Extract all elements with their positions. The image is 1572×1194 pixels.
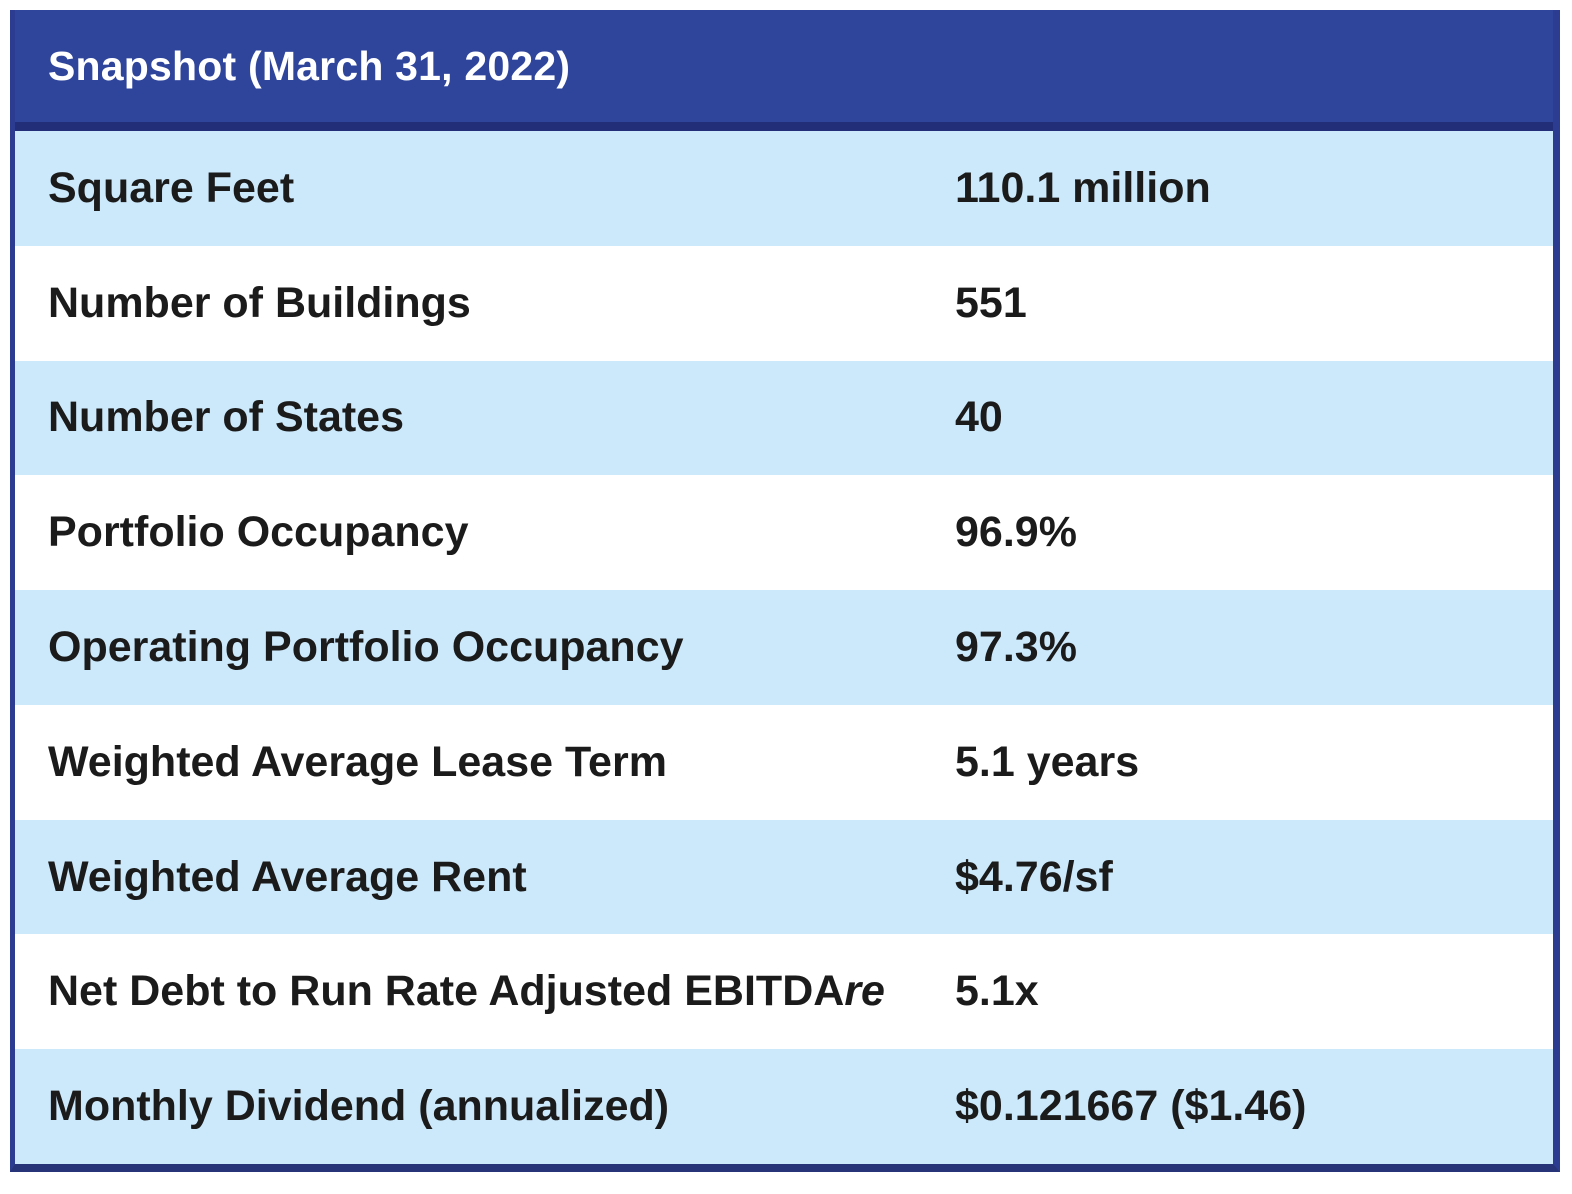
row-value: 5.1 years [955, 737, 1140, 786]
snapshot-table: Snapshot (March 31, 2022) Square Feet 11… [10, 10, 1560, 1172]
row-label: Weighted Average Rent [15, 853, 527, 902]
row-value: $4.76/sf [955, 852, 1113, 901]
row-label: Net Debt to Run Rate Adjusted EBITDAre [15, 967, 885, 1016]
row-label-italic: re [844, 967, 885, 1016]
table-row-monthly-dividend: Monthly Dividend (annualized) $0.121667 … [15, 1049, 1553, 1165]
row-value: 110.1 million [955, 163, 1211, 212]
row-label-text: Weighted Average Lease Term [48, 737, 667, 786]
row-label-text: Number of States [48, 393, 405, 442]
row-value: $0.121667 ($1.46) [955, 1082, 1307, 1131]
table-row-square-feet: Square Feet 110.1 million [15, 131, 1553, 246]
row-label-text: Number of Buildings [48, 278, 471, 327]
table-row-number-of-buildings: Number of Buildings 551 [15, 245, 1553, 361]
row-label-text: Net Debt to Run Rate Adjusted EBITDA [48, 967, 845, 1016]
table-row-weighted-average-rent: Weighted Average Rent $4.76/sf [15, 819, 1553, 935]
row-label: Number of States [15, 393, 404, 442]
row-label: Square Feet [15, 164, 294, 213]
table-row-number-of-states: Number of States 40 [15, 360, 1553, 476]
row-label-text: Operating Portfolio Occupancy [48, 623, 684, 672]
row-label: Weighted Average Lease Term [15, 738, 667, 787]
table-header: Snapshot (March 31, 2022) [15, 10, 1553, 131]
table-body: Square Feet 110.1 million Number of Buil… [15, 131, 1553, 1165]
table-title: Snapshot (March 31, 2022) [48, 42, 571, 89]
row-label-text: Portfolio Occupancy [48, 508, 469, 557]
row-value: 96.9% [955, 508, 1077, 557]
table-row-operating-portfolio-occupancy: Operating Portfolio Occupancy 97.3% [15, 590, 1553, 705]
row-label: Portfolio Occupancy [15, 508, 469, 557]
row-value: 40 [955, 393, 1003, 442]
row-label: Number of Buildings [15, 279, 471, 328]
table-row-portfolio-occupancy: Portfolio Occupancy 96.9% [15, 475, 1553, 591]
row-label-text: Square Feet [48, 163, 295, 212]
row-value: 551 [955, 278, 1027, 327]
row-value: 5.1x [955, 967, 1039, 1016]
row-label: Operating Portfolio Occupancy [15, 623, 684, 672]
row-label-text: Monthly Dividend (annualized) [48, 1082, 670, 1131]
row-label-text: Weighted Average Rent [48, 852, 527, 901]
row-value: 97.3% [955, 623, 1077, 672]
table-row-weighted-average-lease-term: Weighted Average Lease Term 5.1 years [15, 704, 1553, 820]
row-label: Monthly Dividend (annualized) [15, 1082, 669, 1131]
table-row-net-debt-to-ebitdare: Net Debt to Run Rate Adjusted EBITDAre 5… [15, 934, 1553, 1050]
